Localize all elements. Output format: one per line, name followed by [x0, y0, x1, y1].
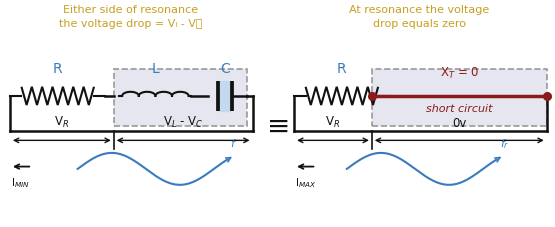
Text: X$_T$ = 0: X$_T$ = 0 [440, 66, 479, 81]
Text: R: R [53, 62, 63, 76]
Text: C: C [220, 62, 230, 76]
Text: Either side of resonance
the voltage drop = Vₗ - Vᰄ: Either side of resonance the voltage dro… [59, 5, 202, 28]
Text: $f$: $f$ [230, 136, 238, 148]
Text: At resonance the voltage
drop equals zero: At resonance the voltage drop equals zer… [349, 5, 489, 28]
Text: V$_R$: V$_R$ [54, 114, 69, 129]
Text: 0v: 0v [452, 116, 466, 129]
Text: I$_{MAX}$: I$_{MAX}$ [295, 176, 317, 190]
Text: short circuit: short circuit [426, 103, 492, 113]
Bar [372, 69, 547, 126]
Text: V$_R$: V$_R$ [325, 114, 341, 129]
Text: $\equiv$: $\equiv$ [261, 111, 289, 139]
Text: $f_r$: $f_r$ [500, 136, 509, 150]
Text: L: L [152, 62, 159, 76]
Text: I$_{MIN}$: I$_{MIN}$ [11, 176, 30, 190]
Text: R: R [337, 62, 347, 76]
Bar [114, 69, 247, 126]
Text: V$_L$ - V$_C$: V$_L$ - V$_C$ [163, 114, 204, 129]
